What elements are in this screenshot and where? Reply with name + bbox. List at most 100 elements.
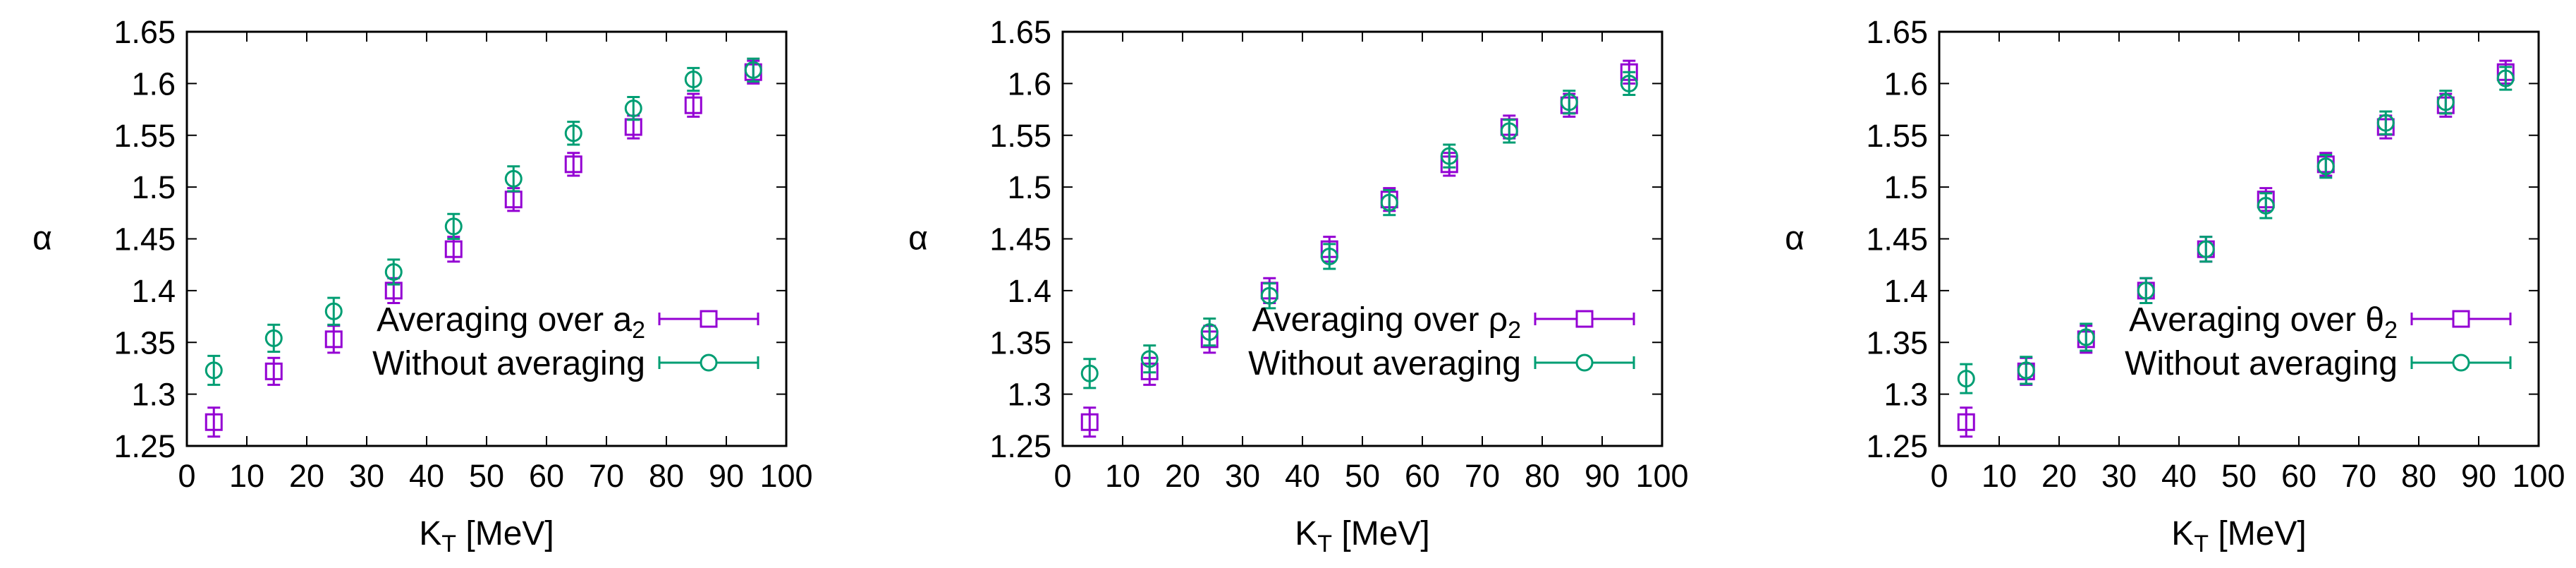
x-axis-label-sub: T bbox=[2194, 531, 2209, 557]
legend-label-1: Averaging over θ2 bbox=[2129, 301, 2398, 344]
x-tick-label: 30 bbox=[1225, 458, 1260, 494]
y-tick-label: 1.6 bbox=[131, 66, 176, 102]
x-tick-label: 50 bbox=[469, 458, 504, 494]
y-axis-label: α bbox=[1785, 220, 1805, 258]
x-tick-label: 0 bbox=[178, 458, 195, 494]
x-tick-label: 60 bbox=[529, 458, 564, 494]
data-point bbox=[324, 302, 343, 320]
legend-label-1: Averaging over ρ2 bbox=[1252, 301, 1521, 344]
x-tick-label: 10 bbox=[1105, 458, 1140, 494]
y-tick-label: 1.6 bbox=[1884, 66, 1928, 102]
y-tick-label: 1.5 bbox=[131, 169, 176, 205]
legend-label-main: Without averaging bbox=[1248, 345, 1521, 382]
data-point bbox=[2376, 114, 2395, 132]
data-point bbox=[2017, 361, 2035, 380]
x-tick-label: 100 bbox=[759, 458, 812, 494]
series-2 bbox=[205, 57, 762, 386]
y-tick-label: 1.35 bbox=[989, 325, 1051, 361]
x-tick-label: 70 bbox=[2341, 458, 2376, 494]
x-tick-label: 90 bbox=[709, 458, 744, 494]
legend-label-2: Without averaging bbox=[2125, 345, 2398, 382]
y-tick-label: 1.6 bbox=[1007, 66, 1051, 102]
data-point bbox=[684, 71, 702, 89]
y-tick-label: 1.3 bbox=[1884, 377, 1928, 413]
y-tick-label: 1.35 bbox=[114, 325, 176, 361]
legend-marker bbox=[1575, 354, 1594, 372]
data-point bbox=[564, 124, 582, 143]
data-point bbox=[2137, 282, 2155, 300]
chart-panel-1: 0 10 20 30 40 50 60 70 80 90 100 1.25 1.3 1.35 1.4 1.45… bbox=[32, 14, 812, 557]
data-point bbox=[264, 362, 283, 380]
x-axis-label-main: K bbox=[419, 515, 441, 552]
y-tick-label: 1.65 bbox=[989, 14, 1051, 50]
y-tick-label: 1.3 bbox=[1007, 377, 1051, 413]
x-tick-label: 90 bbox=[1585, 458, 1620, 494]
x-axis-label-sub: T bbox=[441, 531, 456, 557]
series-2 bbox=[1957, 66, 2515, 394]
y-tick-label: 1.25 bbox=[1866, 428, 1928, 464]
data-point bbox=[1140, 350, 1159, 368]
series-2 bbox=[1080, 71, 1638, 389]
chart-panel-3: 0 10 20 30 40 50 60 70 80 90 100 1.25 1.3 1.35 1.4 1.45… bbox=[1785, 14, 2565, 557]
data-point bbox=[2436, 93, 2455, 111]
legend-label-2: Without averaging bbox=[372, 345, 645, 382]
data-point bbox=[2257, 197, 2275, 215]
x-tick-label: 30 bbox=[349, 458, 384, 494]
data-point bbox=[744, 61, 762, 79]
x-tick-label: 60 bbox=[2281, 458, 2316, 494]
x-tick-label: 100 bbox=[2512, 458, 2565, 494]
y-tick-label: 1.45 bbox=[989, 222, 1051, 258]
y-tick-label: 1.65 bbox=[1866, 14, 1928, 50]
y-tick-label: 1.25 bbox=[989, 428, 1051, 464]
data-point bbox=[205, 413, 223, 431]
data-point bbox=[1320, 247, 1338, 265]
legend-label-main: Averaging over ρ bbox=[1252, 301, 1508, 339]
x-tick-label: 70 bbox=[589, 458, 624, 494]
x-tick-label: 20 bbox=[1165, 458, 1200, 494]
data-point bbox=[324, 330, 343, 349]
data-point bbox=[1200, 323, 1219, 342]
y-tick-label: 1.55 bbox=[114, 118, 176, 154]
x-tick-label: 80 bbox=[2401, 458, 2436, 494]
data-point bbox=[2496, 69, 2515, 87]
data-point bbox=[2197, 240, 2215, 258]
legend-marker bbox=[2452, 310, 2470, 328]
y-tick-label: 1.55 bbox=[1866, 118, 1928, 154]
x-tick-label: 100 bbox=[1635, 458, 1688, 494]
x-axis-label-sub: T bbox=[1317, 531, 1332, 557]
data-point bbox=[264, 329, 283, 347]
data-point bbox=[205, 361, 223, 380]
legend-label-sub: 2 bbox=[632, 317, 645, 344]
legend-label-sub: 2 bbox=[1508, 317, 1521, 344]
y-tick-label: 1.3 bbox=[131, 377, 176, 413]
data-point bbox=[564, 155, 582, 174]
data-point bbox=[1957, 370, 1975, 388]
data-point bbox=[1500, 122, 1518, 140]
x-tick-label: 40 bbox=[1285, 458, 1320, 494]
data-point bbox=[504, 169, 523, 188]
data-point bbox=[1380, 193, 1398, 212]
chart-panel-2: 0 10 20 30 40 50 60 70 80 90 100 1.25 1.3 1.35 1.4 1.45… bbox=[908, 14, 1688, 557]
legend-marker bbox=[700, 354, 718, 372]
x-axis-label-unit: [MeV] bbox=[2209, 515, 2307, 552]
data-point bbox=[1620, 74, 1638, 92]
y-tick-label: 1.45 bbox=[1866, 222, 1928, 258]
legend-label-main: Averaging over a bbox=[377, 301, 632, 339]
x-tick-label: 20 bbox=[2041, 458, 2077, 494]
data-point bbox=[684, 96, 702, 114]
x-tick-label: 60 bbox=[1405, 458, 1440, 494]
x-tick-label: 80 bbox=[1525, 458, 1560, 494]
x-tick-label: 50 bbox=[1345, 458, 1380, 494]
x-axis-label-unit: [MeV] bbox=[1332, 515, 1430, 552]
data-point bbox=[1560, 93, 1578, 111]
legend-label-sub: 2 bbox=[2384, 317, 2398, 344]
y-tick-label: 1.4 bbox=[1884, 273, 1928, 309]
x-axis-label: KT [MeV] bbox=[419, 515, 554, 557]
data-point bbox=[384, 262, 403, 281]
x-tick-label: 0 bbox=[1054, 458, 1071, 494]
x-tick-label: 90 bbox=[2461, 458, 2496, 494]
y-tick-label: 1.45 bbox=[114, 222, 176, 258]
y-axis-label: α bbox=[908, 220, 928, 258]
